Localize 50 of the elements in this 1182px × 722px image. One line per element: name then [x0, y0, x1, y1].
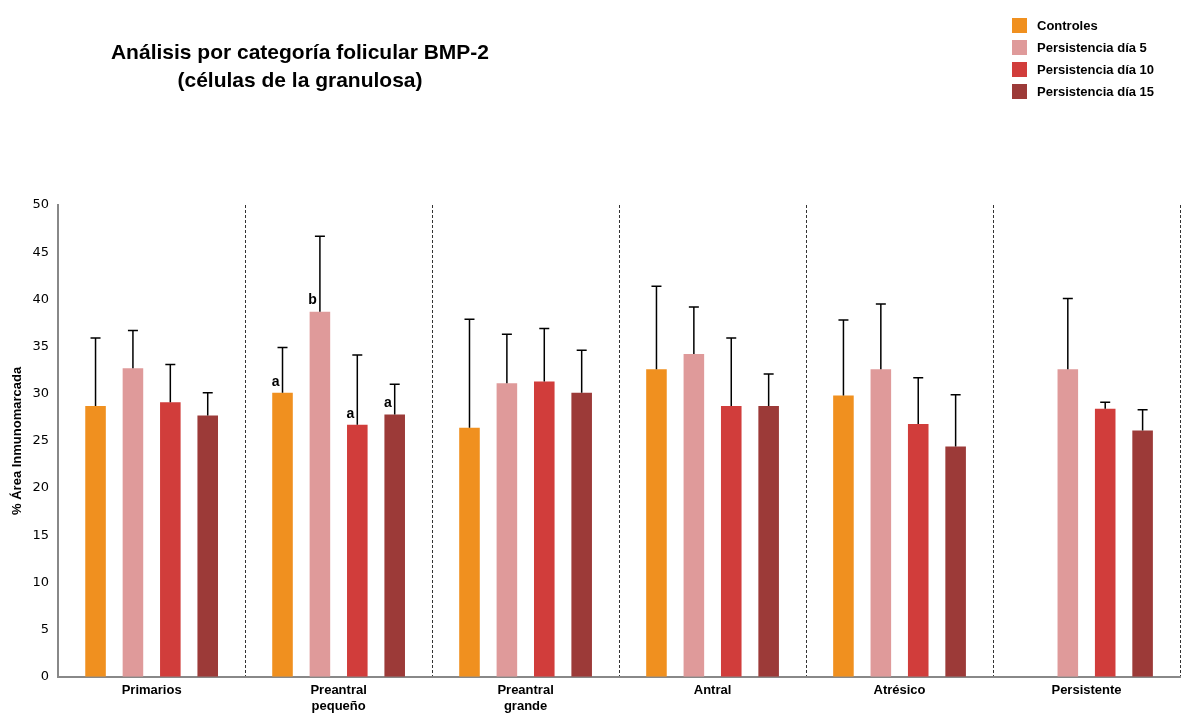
- data-label: b: [308, 291, 317, 308]
- data-label: a: [271, 372, 280, 389]
- bar: [720, 405, 742, 677]
- y-tick-label: 45: [32, 243, 50, 259]
- bar: [683, 354, 705, 677]
- bar: [945, 446, 966, 677]
- y-tick-label: 15: [32, 526, 50, 542]
- legend-label: Persistencia día 5: [1037, 39, 1147, 55]
- legend-label: Controles: [1037, 17, 1098, 33]
- legend-label: Persistencia día 10: [1037, 61, 1155, 77]
- y-axis-title: % Área Inmunomarcada: [9, 366, 25, 515]
- legend-label: Persistencia día 15: [1037, 83, 1155, 99]
- bar: [122, 368, 144, 677]
- y-tick-label: 20: [32, 479, 50, 495]
- y-tick-label: 10: [32, 573, 50, 589]
- bar: [758, 405, 779, 677]
- bar: [347, 424, 368, 677]
- chart-title: Análisis por categoría folicular BMP-2 (células de la granulosa): [109, 39, 491, 93]
- data-label: a: [346, 404, 355, 421]
- x-tick-label: Primarios: [121, 682, 182, 698]
- bar: [85, 405, 106, 677]
- bar: [160, 402, 181, 677]
- bar: [907, 423, 929, 677]
- x-tick-label: Preantral pequeño: [310, 682, 367, 713]
- bar: [534, 381, 555, 677]
- y-tick-label: 25: [32, 432, 50, 448]
- bar: [1132, 430, 1153, 677]
- y-tick-label: 40: [32, 290, 50, 306]
- bar: [197, 415, 219, 677]
- bar: [1057, 369, 1079, 677]
- data-label: a: [383, 394, 392, 411]
- bar: [870, 369, 892, 677]
- x-tick-label: Persistente: [1051, 682, 1122, 698]
- x-tick-label: Atrésico: [873, 682, 926, 698]
- bar: [1094, 408, 1116, 677]
- bar: [272, 392, 293, 677]
- bar: [646, 369, 667, 677]
- y-tick-label: 30: [32, 385, 50, 401]
- x-tick-label: Antral: [693, 682, 732, 698]
- bar: [309, 311, 331, 677]
- bar: [384, 414, 405, 677]
- bar: [571, 392, 592, 677]
- y-tick-label: 0: [40, 668, 50, 684]
- bar: [496, 383, 518, 677]
- y-tick-label: 5: [40, 620, 50, 636]
- bar: [459, 427, 480, 677]
- x-tick-label: Preantral grande: [497, 682, 554, 713]
- bar: [833, 395, 854, 677]
- y-tick-label: 50: [32, 196, 50, 212]
- y-tick-label: 35: [32, 337, 50, 353]
